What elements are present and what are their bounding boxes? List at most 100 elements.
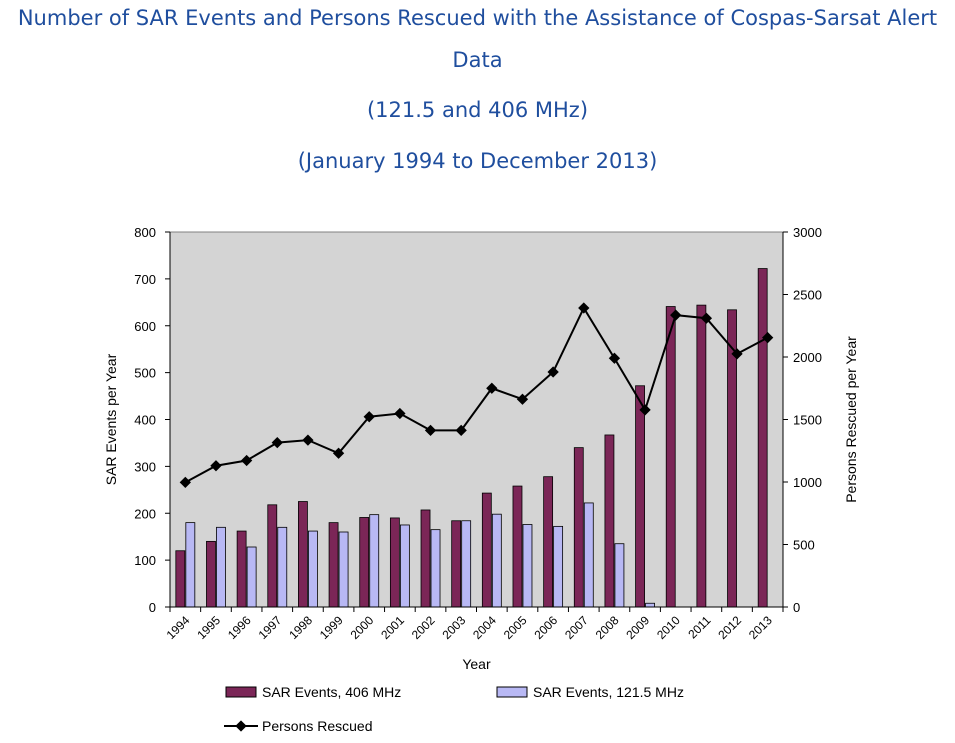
y2-tick-label-2000: 2000 [793, 350, 822, 365]
bar-121-2007 [583, 502, 594, 608]
y2-axis-label: Persons Rescued per Year [843, 336, 859, 503]
bar-406-2002 [420, 509, 431, 608]
persons-marker-1999 [332, 447, 345, 459]
bar-406-2013 [757, 268, 768, 608]
x-tick-label-2006: 2006 [531, 613, 560, 642]
legend-marker-persons [235, 720, 247, 732]
y2-tick-label-500: 500 [793, 538, 815, 553]
bar-121-2009 [645, 602, 655, 608]
x-tick-label-1994: 1994 [164, 613, 193, 642]
x-tick-label-1999: 1999 [317, 613, 346, 642]
persons-marker-2001 [394, 407, 406, 420]
bar-121-1995 [216, 526, 226, 608]
x-tick-label-2004: 2004 [470, 613, 499, 642]
plot-area [169, 231, 784, 608]
bar-406-2003 [451, 520, 462, 608]
bar-121-2004 [491, 513, 502, 608]
y-axis-label: SAR Events per Year [103, 353, 119, 485]
x-axis-label: Year [462, 656, 491, 672]
y2-tick-label-3000: 3000 [793, 225, 822, 240]
bar-406-2011 [696, 304, 707, 608]
bar-121-2000 [369, 514, 380, 608]
x-tick-label-2011: 2011 [685, 613, 713, 641]
y-tick-label-600: 600 [134, 319, 156, 334]
bar-121-2008 [614, 543, 625, 608]
x-tick-label-2012: 2012 [715, 613, 744, 642]
legend-swatch-121 [496, 686, 528, 698]
bar-406-2005 [512, 485, 523, 608]
x-tick-label-2013: 2013 [746, 613, 775, 642]
x-tick-label-2010: 2010 [654, 613, 683, 642]
legend-label-406: SAR Events, 406 MHz [262, 684, 401, 700]
x-tick-label-1996: 1996 [225, 613, 254, 642]
chart-subtitle-date-range: (January 1994 to December 2013) [297, 149, 658, 173]
persons-rescued-line-group [179, 302, 774, 489]
bar-406-2010 [665, 306, 676, 608]
persons-marker-2000 [363, 411, 375, 423]
bar-406-2006 [543, 476, 554, 608]
y2-tick-label-1000: 1000 [793, 475, 822, 490]
bar-406-2007 [573, 447, 584, 608]
y-tick-label-800: 800 [134, 225, 156, 240]
y-tick-label-700: 700 [134, 272, 156, 287]
bar-406-1994 [175, 550, 186, 608]
chart-subtitle-frequencies: (121.5 and 406 MHz) [366, 98, 589, 122]
y-tick-label-500: 500 [134, 366, 156, 381]
bar-121-1994 [185, 522, 196, 608]
x-tick-label-1995: 1995 [194, 613, 223, 642]
bar-406-1998 [298, 501, 308, 608]
persons-marker-2005 [516, 393, 529, 405]
persons-marker-2006 [547, 366, 559, 378]
x-tick-label-2007: 2007 [562, 613, 591, 642]
y2-tick-label-1500: 1500 [793, 413, 822, 428]
persons-marker-2004 [486, 382, 498, 394]
legend: SAR Events, 406 MHz SAR Events, 121.5 MH… [224, 684, 684, 734]
persons-marker-1997 [271, 436, 283, 449]
bar-406-1996 [236, 530, 247, 608]
bar-406-2004 [481, 492, 492, 608]
bar-121-1997 [277, 526, 288, 608]
persons-marker-2012 [731, 348, 743, 360]
bar-406-2008 [604, 434, 615, 608]
x-tick-label-2000: 2000 [348, 613, 377, 642]
persons-marker-2002 [424, 424, 437, 437]
x-tick-label-2003: 2003 [440, 613, 469, 642]
x-tick-label-2009: 2009 [623, 613, 652, 642]
bar-406-1999 [328, 522, 339, 608]
x-tick-label-1997: 1997 [256, 613, 285, 642]
x-tick-label-2008: 2008 [593, 613, 622, 642]
persons-marker-2009 [639, 404, 651, 416]
bar-121-1998 [308, 530, 318, 608]
chart-title-line-2: Data [452, 48, 503, 72]
legend-label-persons: Persons Rescued [262, 718, 373, 734]
bar-121-1999 [338, 531, 349, 608]
x-tick-label-2001: 2001 [378, 613, 407, 642]
bar-406-1997 [267, 504, 278, 608]
bar-406-1995 [206, 540, 216, 608]
persons-marker-1996 [240, 454, 253, 467]
persons-marker-1995 [210, 460, 222, 472]
persons-marker-2013 [762, 331, 774, 344]
y-tick-label-0: 0 [149, 600, 156, 615]
bar-406-2001 [389, 517, 400, 608]
y-tick-label-200: 200 [134, 506, 156, 521]
persons-marker-2007 [578, 302, 590, 314]
bar-121-2002 [430, 529, 441, 608]
x-tick-label-1998: 1998 [286, 613, 315, 642]
bars-group [175, 268, 768, 608]
persons-marker-2011 [700, 312, 713, 324]
persons-marker-1994 [179, 476, 191, 489]
bar-121-2006 [553, 525, 564, 608]
y2-tick-label-0: 0 [793, 600, 800, 615]
y-tick-label-400: 400 [134, 413, 156, 428]
y-tick-label-300: 300 [134, 459, 156, 474]
legend-label-121: SAR Events, 121.5 MHz [533, 684, 684, 700]
bar-406-2009 [635, 385, 645, 608]
bar-121-1996 [246, 546, 257, 608]
bar-121-2005 [522, 524, 533, 608]
bar-121-2001 [399, 524, 410, 608]
legend-swatch-406 [225, 686, 257, 698]
chart-title-line-1: Number of SAR Events and Persons Rescued… [17, 6, 938, 30]
bar-406-2000 [359, 517, 370, 608]
persons-marker-1998 [302, 434, 314, 446]
